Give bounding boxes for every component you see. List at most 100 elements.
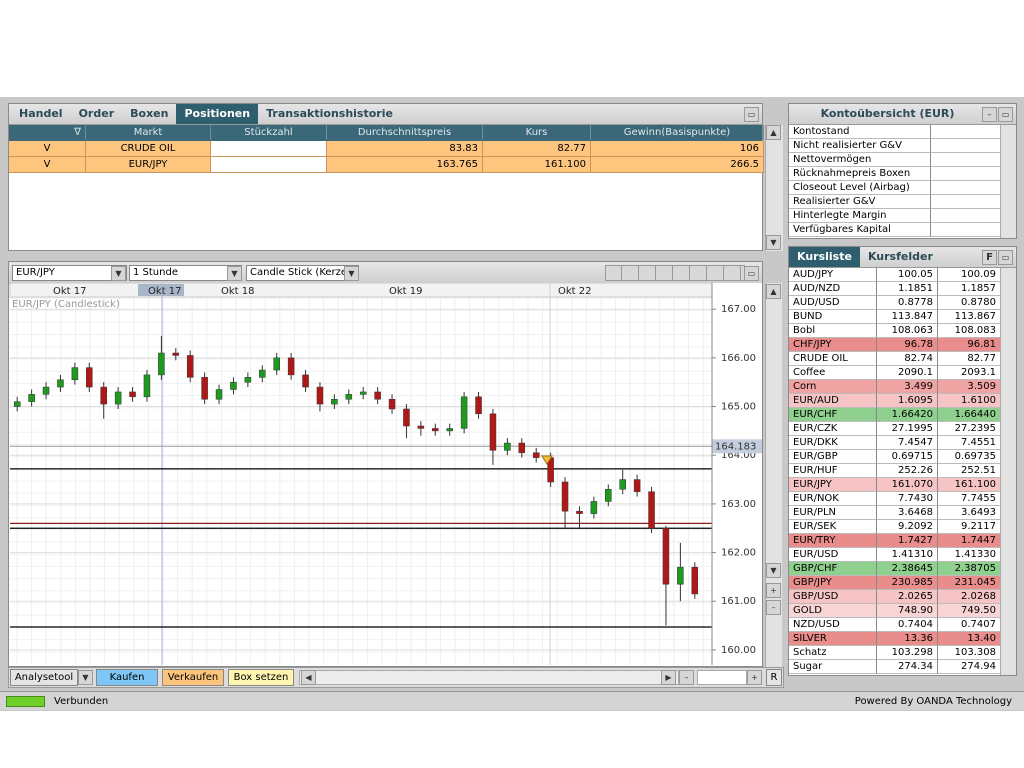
quote-ask[interactable]: 1.7447 [938,534,1000,548]
quote-name[interactable]: Corn [789,380,877,394]
quote-bid[interactable]: 2.0265 [877,590,938,604]
quote-name[interactable]: EUR/DKK [789,436,877,450]
quote-bid[interactable]: 1.41310 [877,548,938,562]
zoom-field[interactable] [697,670,747,685]
quote-name[interactable]: EUR/HUF [789,464,877,478]
quote-bid[interactable]: 0.69715 [877,450,938,464]
quote-bid[interactable]: 252.26 [877,464,938,478]
quote-bid[interactable]: 7.4547 [877,436,938,450]
quote-ask[interactable]: 749.50 [938,604,1000,618]
quote-name[interactable]: AUD/JPY [789,268,877,282]
quote-ask[interactable]: 27.2395 [938,422,1000,436]
tab[interactable]: Kursfelder [867,250,933,263]
tab[interactable]: Kursliste [789,247,860,267]
quote-bid[interactable]: 1.6095 [877,394,938,408]
quote-name[interactable]: BUND [789,310,877,324]
zoom-in[interactable]: + [747,670,762,685]
action-button[interactable]: R [766,669,782,686]
quote-name[interactable]: EUR/TRY [789,534,877,548]
dropdown-arrow[interactable]: ▼ [111,266,126,281]
quote-bid[interactable]: 2090.1 [877,366,938,380]
scroll-down[interactable]: ▼ [766,563,781,578]
quote-bid[interactable]: 1.1851 [877,282,938,296]
quote-bid[interactable]: 2.38645 [877,562,938,576]
quote-name[interactable]: EUR/CZK [789,422,877,436]
quote-ask[interactable]: 3.6493 [938,506,1000,520]
quote-bid[interactable]: 7.7430 [877,492,938,506]
maximize-button[interactable]: ▭ [744,107,759,122]
style-select[interactable]: Candle Stick (Kerze [246,265,359,281]
quote-ask[interactable]: 3.509 [938,380,1000,394]
quote-ask[interactable]: 274.94 [938,660,1000,674]
scroll-down[interactable]: ▼ [766,235,781,250]
quote-name[interactable]: SILVER [789,632,877,646]
quote-bid[interactable]: 0.7404 [877,618,938,632]
quote-bid[interactable]: 13.36 [877,632,938,646]
quote-bid[interactable]: 108.063 [877,324,938,338]
tab[interactable]: Positionen [176,104,259,124]
quote-ask[interactable]: 7.7455 [938,492,1000,506]
maximize-button[interactable]: ▭ [998,107,1013,122]
quote-ask[interactable]: 252.51 [938,464,1000,478]
quote-name[interactable]: CHF/JPY [789,338,877,352]
quote-ask[interactable]: 1.1857 [938,282,1000,296]
quote-name[interactable]: Sugar [789,660,877,674]
quote-bid[interactable]: 3.6468 [877,506,938,520]
tab[interactable]: Transaktionshistorie [266,107,393,120]
quote-name[interactable]: EUR/NOK [789,492,877,506]
quote-name[interactable]: EUR/PLN [789,506,877,520]
scroll-up[interactable]: ▲ [766,284,781,299]
quote-bid[interactable]: 0.8778 [877,296,938,310]
quote-ask[interactable]: 113.867 [938,310,1000,324]
quote-bid[interactable]: 27.1995 [877,422,938,436]
quote-name[interactable]: NZD/USD [789,618,877,632]
quote-ask[interactable]: 2.38705 [938,562,1000,576]
action-button[interactable]: Verkaufen [162,669,224,686]
action-button[interactable]: Kaufen [96,669,158,686]
quote-ask[interactable]: 100.09 [938,268,1000,282]
quote-bid[interactable]: 274.34 [877,660,938,674]
quote-bid[interactable]: 103.298 [877,646,938,660]
quote-bid[interactable]: 1.66420 [877,408,938,422]
dropdown-arrow[interactable]: ▼ [78,670,93,685]
quote-ask[interactable]: 0.69735 [938,450,1000,464]
quote-name[interactable]: Coffee [789,366,877,380]
quote-name[interactable]: EUR/AUD [789,394,877,408]
quote-name[interactable]: EUR/USD [789,548,877,562]
quote-ask[interactable]: 108.083 [938,324,1000,338]
quote-ask[interactable]: 1.66440 [938,408,1000,422]
minimize-button[interactable]: – [982,107,997,122]
maximize-button[interactable]: ▭ [998,250,1013,265]
maximize-button[interactable]: ▭ [744,266,759,281]
quote-ask[interactable]: 2093.1 [938,366,1000,380]
quote-bid[interactable]: 96.78 [877,338,938,352]
quote-ask[interactable]: 231.045 [938,576,1000,590]
quote-ask[interactable]: 82.77 [938,352,1000,366]
quote-bid[interactable]: 113.847 [877,310,938,324]
quote-bid[interactable]: 82.74 [877,352,938,366]
quote-name[interactable]: CRUDE OIL [789,352,877,366]
quote-bid[interactable]: 161.070 [877,478,938,492]
quote-name[interactable]: GOLD [789,604,877,618]
quote-bid[interactable]: 3.499 [877,380,938,394]
quote-name[interactable]: Schatz [789,646,877,660]
drawing-tools[interactable] [605,265,745,281]
quote-ask[interactable]: 7.4551 [938,436,1000,450]
quote-ask[interactable]: 9.2117 [938,520,1000,534]
quote-name[interactable]: EUR/CHF [789,408,877,422]
quote-name[interactable]: EUR/SEK [789,520,877,534]
quote-name[interactable]: EUR/GBP [789,450,877,464]
horizontal-scrollbar[interactable] [299,670,679,685]
quote-name[interactable]: EUR/JPY [789,478,877,492]
zoom-in[interactable]: + [766,583,781,598]
quote-ask[interactable]: 2.0268 [938,590,1000,604]
quote-bid[interactable]: 9.2092 [877,520,938,534]
quote-ask[interactable]: 103.308 [938,646,1000,660]
quote-ask[interactable]: 0.8780 [938,296,1000,310]
scroll-left[interactable]: ◀ [301,670,316,685]
dropdown-arrow[interactable]: ▼ [227,266,242,281]
quote-ask[interactable]: 1.6100 [938,394,1000,408]
tab[interactable]: Order [78,107,115,120]
interval-select[interactable]: 1 Stunde [129,265,242,281]
quote-name[interactable]: GBP/USD [789,590,877,604]
